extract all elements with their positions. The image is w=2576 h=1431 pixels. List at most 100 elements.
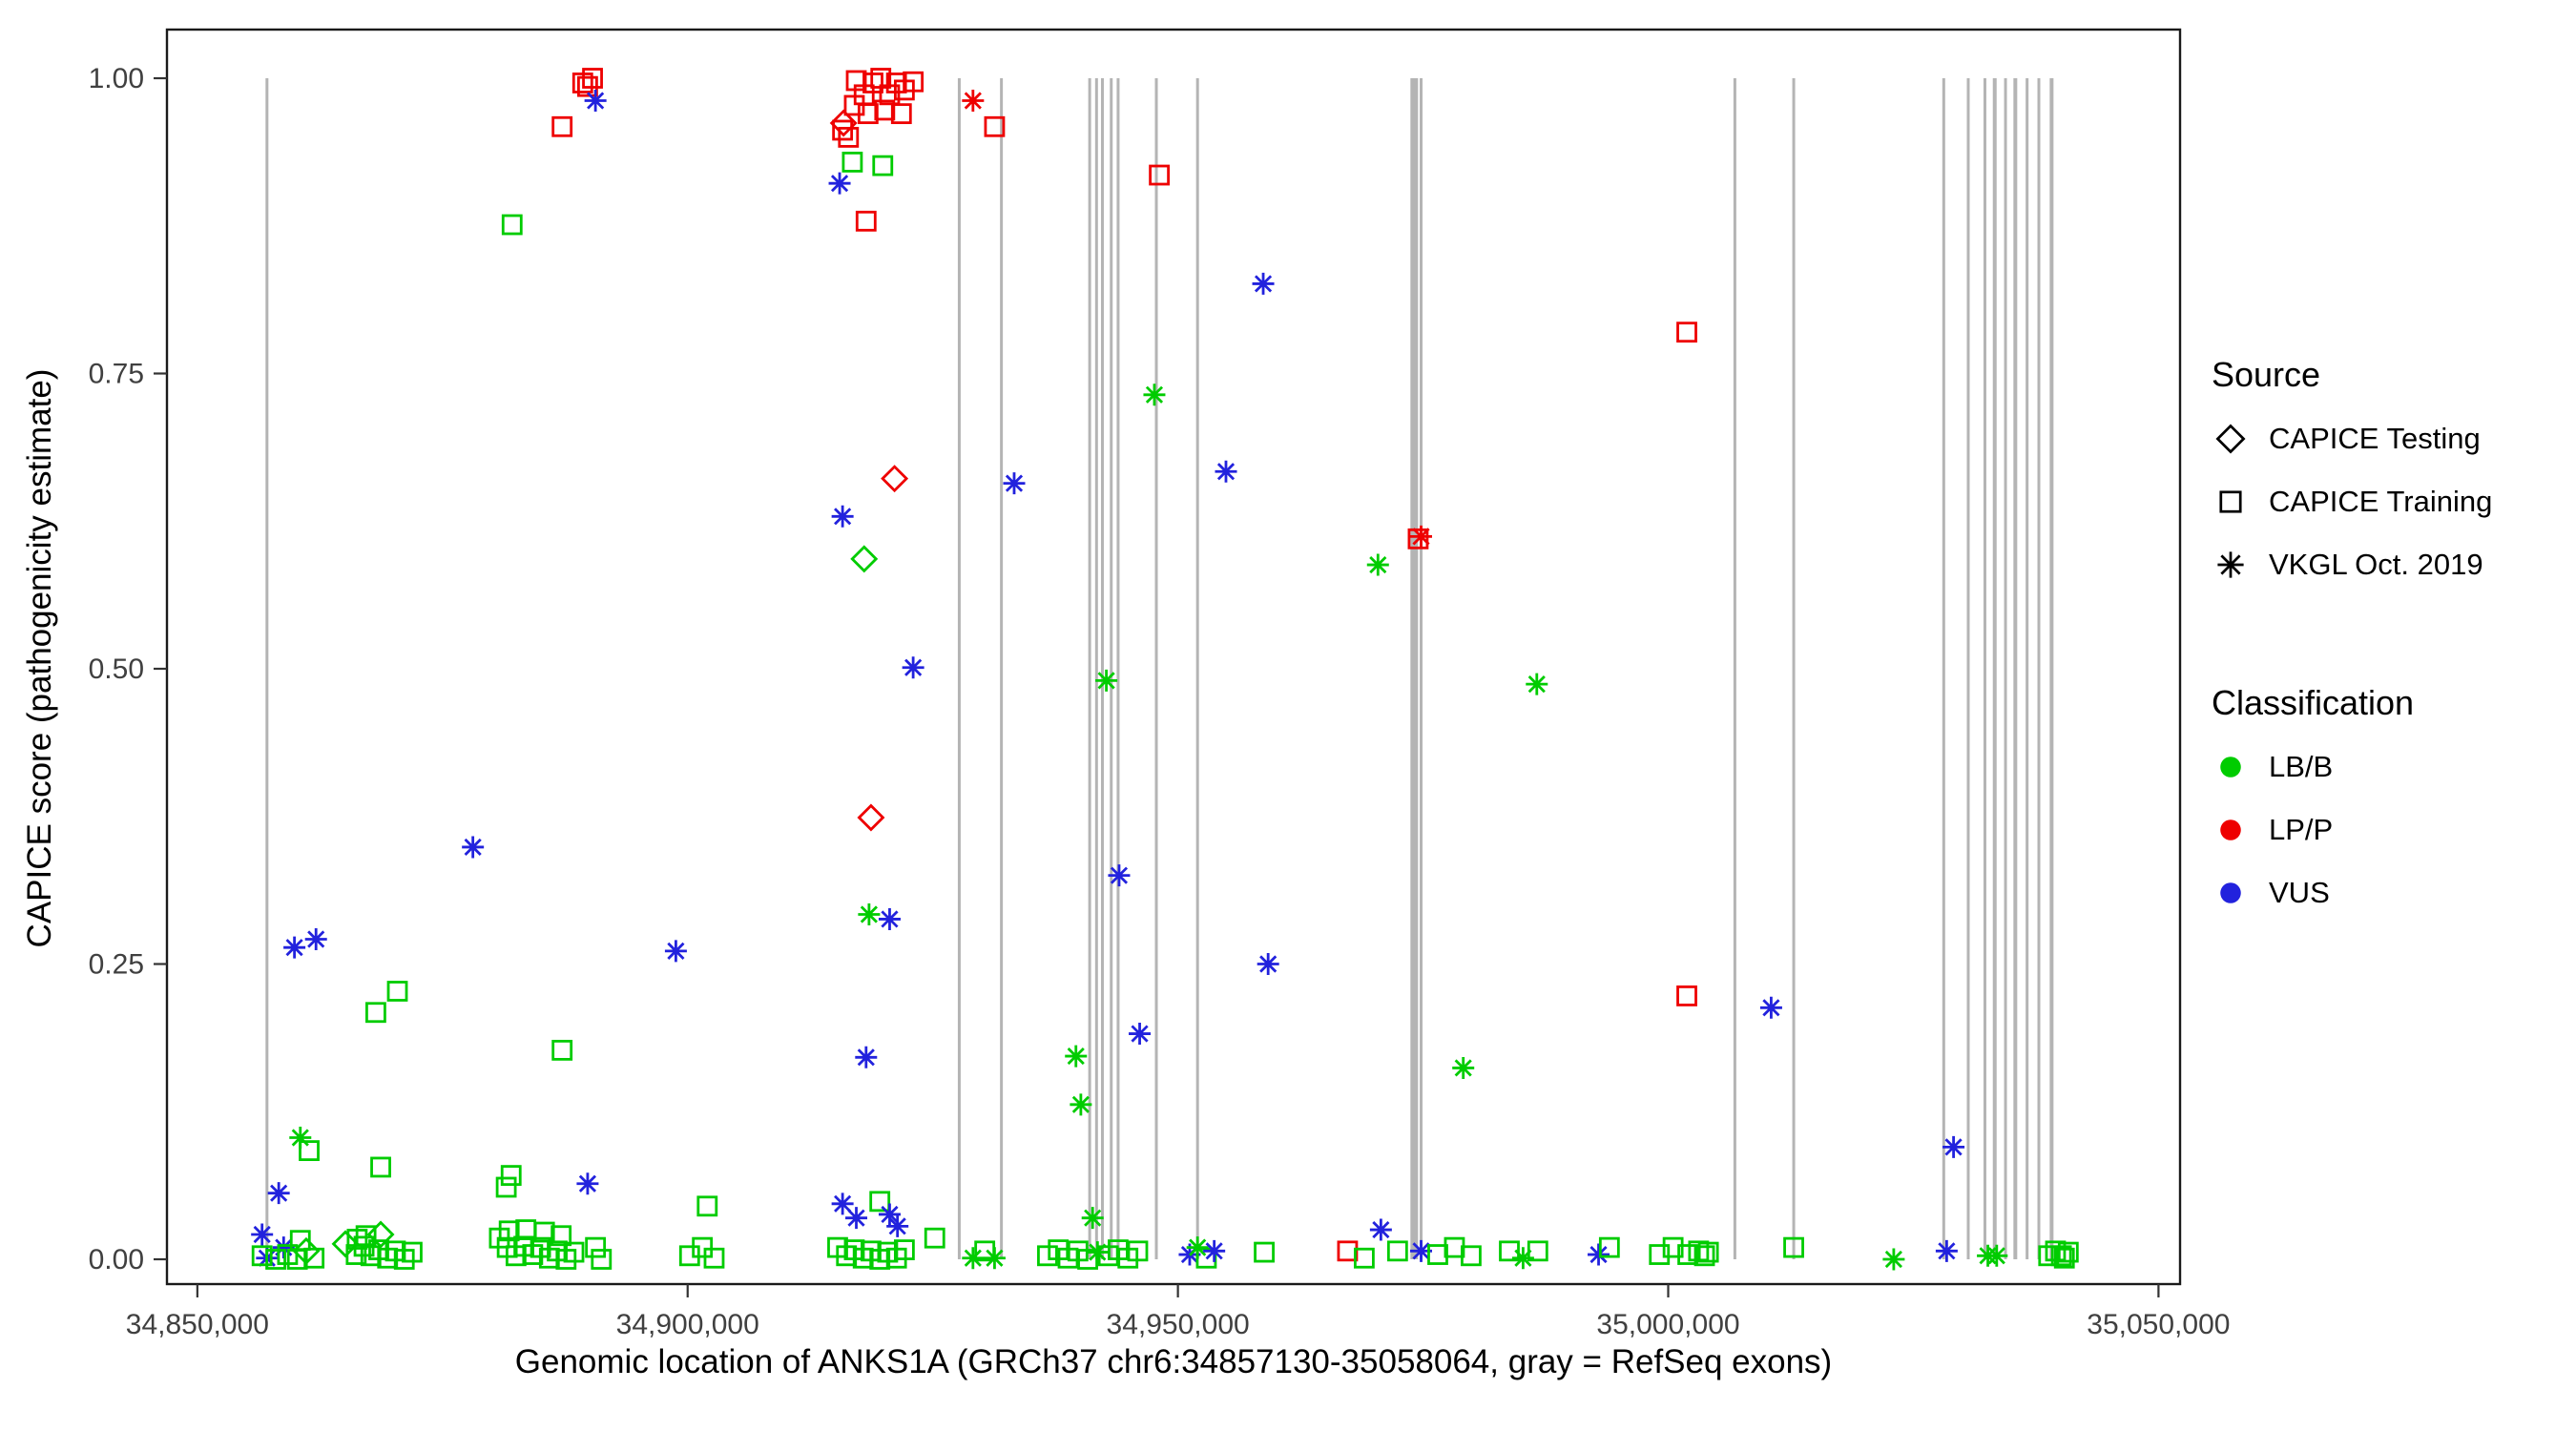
point-capice-training bbox=[869, 1191, 891, 1213]
point-capice-training bbox=[1527, 1240, 1548, 1262]
y-tick-label: 0.25 bbox=[89, 949, 144, 981]
point-vkgl bbox=[1143, 384, 1166, 406]
point-capice-training bbox=[2050, 1245, 2072, 1267]
point-capice-training bbox=[1783, 1236, 1804, 1258]
point-capice-testing bbox=[850, 545, 879, 573]
point-capice-training bbox=[533, 1221, 555, 1243]
point-capice-training bbox=[2038, 1245, 2060, 1267]
point-capice-training bbox=[591, 1249, 613, 1270]
point-vkgl bbox=[1095, 669, 1118, 692]
point-vkgl bbox=[1985, 1244, 2008, 1267]
y-tick-label: 1.00 bbox=[89, 63, 144, 94]
point-capice-training bbox=[2053, 1247, 2075, 1269]
legend-source-title: Source bbox=[2212, 355, 2321, 394]
point-capice-training bbox=[1427, 1244, 1448, 1265]
point-capice-training bbox=[1649, 1244, 1671, 1265]
legend-section-classification: Classification LB/B LP/P VUS bbox=[2212, 683, 2566, 912]
legend-item-label: LB/B bbox=[2269, 750, 2334, 783]
point-capice-training bbox=[1407, 528, 1429, 550]
asterisk-icon bbox=[2212, 546, 2250, 584]
legend-item-label: VKGL Oct. 2019 bbox=[2269, 548, 2483, 581]
point-capice-training bbox=[251, 1245, 273, 1267]
point-capice-testing bbox=[366, 1220, 395, 1249]
point-vkgl bbox=[1108, 864, 1131, 887]
point-vkgl bbox=[858, 903, 881, 926]
legend-item-vus: VUS bbox=[2212, 874, 2566, 912]
point-capice-training bbox=[1676, 985, 1697, 1006]
legend-item-vkgl: VKGL Oct. 2019 bbox=[2212, 546, 2566, 584]
point-capice-training bbox=[703, 1247, 725, 1269]
x-tick-label: 35,000,000 bbox=[1596, 1309, 1739, 1340]
legend-section-source: Source CAPICE Testing CAPICE Training VK… bbox=[2212, 355, 2566, 584]
point-capice-training bbox=[346, 1229, 368, 1250]
point-capice-training bbox=[1499, 1240, 1520, 1262]
point-capice-training bbox=[872, 155, 894, 176]
point-capice-training bbox=[370, 1156, 391, 1178]
point-capice-training bbox=[577, 75, 598, 97]
point-capice-training bbox=[984, 115, 1006, 137]
point-vkgl bbox=[1065, 1045, 1088, 1068]
point-vkgl bbox=[1588, 1243, 1610, 1266]
point-vkgl bbox=[1882, 1248, 1905, 1271]
point-capice-training bbox=[1693, 1245, 1715, 1267]
point-vkgl bbox=[1410, 1239, 1433, 1262]
point-capice-training bbox=[838, 127, 860, 148]
point-capice-training bbox=[498, 1220, 520, 1242]
legend-item-label: CAPICE Training bbox=[2269, 485, 2493, 518]
point-capice-training bbox=[1037, 1245, 1058, 1267]
point-capice-training bbox=[289, 1230, 311, 1252]
blue-dot-icon bbox=[2212, 874, 2250, 912]
point-vkgl bbox=[1942, 1135, 1965, 1158]
point-capice-training bbox=[495, 1176, 517, 1198]
point-capice-training bbox=[893, 1239, 915, 1260]
point-vkgl bbox=[983, 1247, 1006, 1270]
point-vkgl bbox=[962, 90, 985, 113]
point-vkgl bbox=[304, 928, 327, 951]
y-tick-label: 0.00 bbox=[89, 1244, 144, 1275]
point-capice-training bbox=[303, 1247, 325, 1269]
point-vkgl bbox=[1081, 1207, 1104, 1230]
point-capice-testing bbox=[829, 109, 858, 137]
y-tick-label: 0.50 bbox=[89, 653, 144, 685]
point-vkgl bbox=[878, 907, 901, 930]
point-capice-training bbox=[1697, 1241, 1719, 1263]
point-capice-training bbox=[386, 981, 408, 1002]
point-capice-training bbox=[265, 1249, 286, 1270]
point-vkgl bbox=[1366, 553, 1389, 576]
point-vkgl bbox=[1935, 1239, 1958, 1262]
point-vkgl bbox=[962, 1247, 985, 1270]
point-vkgl bbox=[1452, 1056, 1475, 1079]
point-capice-training bbox=[696, 1195, 718, 1217]
point-capice-training bbox=[1354, 1247, 1375, 1269]
point-vkgl bbox=[584, 90, 607, 113]
point-vkgl bbox=[1526, 673, 1548, 695]
legend-item-label: VUS bbox=[2269, 876, 2330, 909]
point-capice-training bbox=[1127, 1240, 1149, 1262]
point-capice-training bbox=[841, 152, 863, 173]
point-vkgl bbox=[878, 1203, 901, 1226]
point-vkgl bbox=[1203, 1239, 1226, 1262]
point-capice-training bbox=[551, 115, 573, 137]
point-vkgl bbox=[1086, 1241, 1109, 1264]
point-capice-training bbox=[1254, 1241, 1275, 1263]
point-capice-training bbox=[855, 210, 877, 232]
point-capice-training bbox=[551, 1039, 573, 1061]
point-vkgl bbox=[1252, 272, 1275, 295]
panel-border bbox=[165, 28, 2182, 1286]
point-vkgl bbox=[1129, 1023, 1152, 1046]
point-capice-training bbox=[1386, 1240, 1408, 1262]
x-tick-label: 35,050,000 bbox=[2087, 1309, 2230, 1340]
x-tick-label: 34,900,000 bbox=[616, 1309, 759, 1340]
point-capice-training bbox=[1598, 1236, 1620, 1258]
point-vkgl bbox=[855, 1046, 878, 1068]
point-capice-training bbox=[299, 1140, 320, 1162]
legend-item-label: LP/P bbox=[2269, 813, 2334, 846]
point-capice-training bbox=[857, 103, 879, 125]
point-vkgl bbox=[831, 505, 854, 528]
point-capice-testing bbox=[331, 1230, 360, 1258]
point-vkgl bbox=[1257, 953, 1279, 975]
point-capice-training bbox=[879, 84, 901, 106]
point-capice-training bbox=[500, 1165, 522, 1187]
